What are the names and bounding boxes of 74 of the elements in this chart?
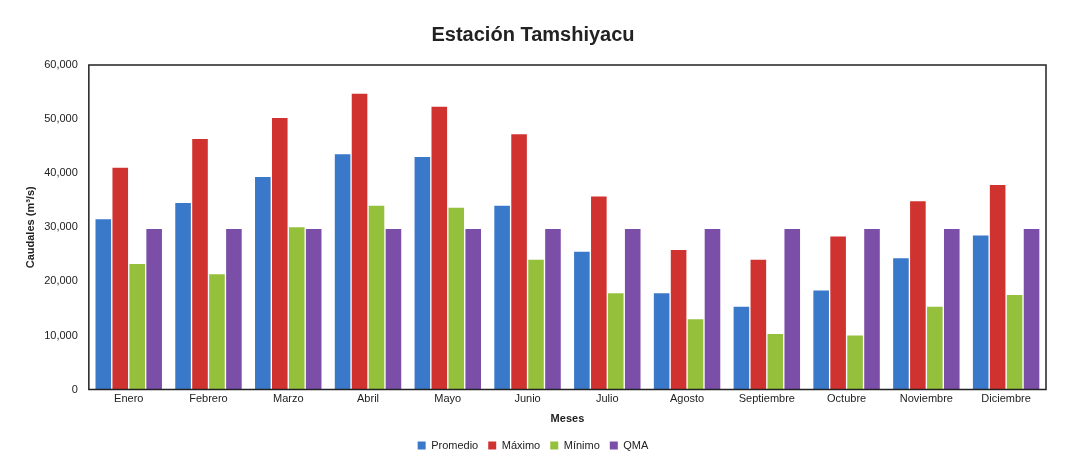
y-tick-label: 30,000: [44, 220, 78, 233]
bar: [784, 228, 801, 390]
bar: [972, 235, 989, 390]
x-tick-label: Marzo: [272, 392, 304, 405]
bar: [1006, 294, 1023, 390]
bar: [927, 306, 943, 390]
bar: [112, 167, 129, 390]
legend-label: Mínimo: [563, 438, 600, 451]
x-tick-label: Abril: [357, 392, 380, 405]
bar: [146, 228, 162, 390]
x-tick-label: Mayo: [434, 392, 462, 405]
bar: [368, 205, 385, 390]
y-tick-label: 60,000: [44, 58, 78, 71]
bar: [989, 185, 1006, 390]
bar: [414, 156, 431, 390]
legend-label: Promedio: [431, 438, 479, 451]
bar: [175, 202, 191, 390]
bar: [704, 228, 721, 390]
bar: [624, 228, 641, 390]
bar: [288, 227, 305, 390]
bar: [545, 228, 561, 390]
bar: [893, 258, 909, 390]
bar: [943, 228, 960, 390]
bar: [192, 139, 208, 390]
bar: [830, 236, 846, 390]
bar: [687, 319, 704, 390]
bar: [1023, 228, 1040, 390]
bar: [574, 251, 590, 390]
y-axis-title: Caudales (m³/s): [23, 186, 36, 269]
bar: [847, 335, 863, 390]
chart-title: Estación Tamshiyacu: [431, 22, 635, 45]
legend-label: QMA: [623, 438, 650, 451]
x-axis-title: Meses: [550, 412, 585, 425]
y-tick-label: 40,000: [44, 166, 78, 179]
bar: [511, 134, 527, 390]
x-tick-label: Diciembre: [981, 392, 1031, 405]
bar: [305, 228, 322, 390]
y-tick-label: 10,000: [44, 328, 78, 341]
x-tick-label: Enero: [114, 392, 144, 405]
y-tick-label: 50,000: [44, 112, 78, 125]
bar: [864, 228, 880, 390]
bar: [334, 154, 351, 390]
bar: [528, 259, 544, 390]
bar: [653, 293, 670, 390]
bar: [733, 306, 750, 390]
x-tick-label: Octubre: [827, 392, 867, 405]
bar: [351, 93, 368, 390]
bar: [465, 228, 481, 390]
bar: [813, 290, 829, 390]
bar: [226, 228, 242, 390]
bar: [607, 293, 624, 390]
x-tick-label: Febrero: [189, 392, 228, 405]
bar: [255, 176, 271, 390]
legend-label: Máximo: [501, 438, 541, 451]
bar: [448, 207, 465, 390]
x-tick-label: Septiembre: [738, 392, 795, 405]
bar: [494, 205, 510, 390]
bar: [910, 201, 926, 390]
x-tick-label: Agosto: [669, 392, 705, 405]
bar: [385, 228, 402, 390]
bar: [750, 259, 767, 390]
bar: [209, 274, 225, 390]
bar: [670, 250, 687, 390]
y-tick-label: 0: [71, 382, 78, 395]
bar: [431, 106, 448, 390]
bar: [591, 196, 607, 390]
bar: [767, 333, 784, 390]
bar: [271, 118, 288, 390]
y-tick-label: 20,000: [44, 274, 78, 287]
bar: [129, 264, 145, 390]
x-tick-label: Junio: [514, 392, 541, 405]
x-tick-label: Julio: [595, 392, 619, 405]
x-tick-label: Noviembre: [899, 392, 953, 405]
bar: [95, 219, 112, 390]
